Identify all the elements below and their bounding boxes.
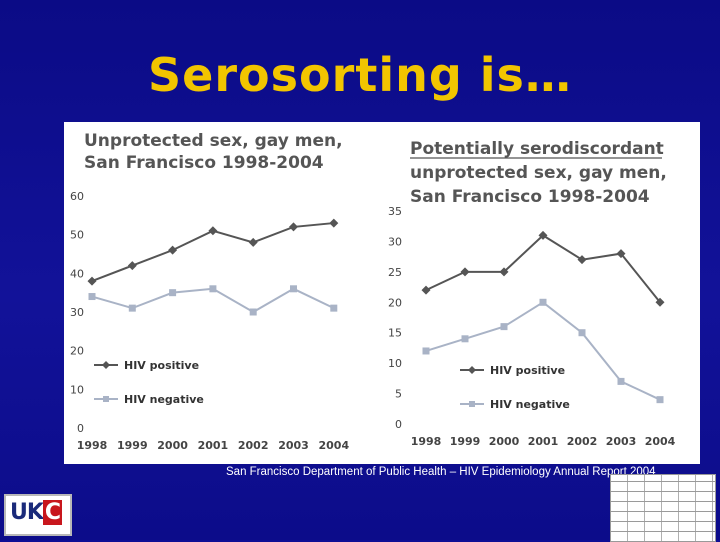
chart-title-line: unprotected sex, gay men, [410,163,667,183]
figure-panel: Unprotected sex, gay men, San Francisco 1… [64,122,700,464]
y-tick-label: 15 [388,327,402,340]
y-tick-label: 60 [70,190,84,203]
y-tick-label: 0 [77,422,84,435]
series-line [425,301,661,401]
y-tick-label: 40 [70,267,84,280]
x-tick-label: 1999 [450,435,481,448]
charts-svg: Unprotected sex, gay men,San Francisco 1… [70,131,676,452]
x-tick-label: 1999 [117,439,148,452]
x-tick-label: 2000 [489,435,520,448]
data-point-square [656,396,664,404]
data-point-diamond [87,276,97,286]
chart-1: Unprotected sex, gay men,San Francisco 1… [70,131,349,452]
data-point-diamond [499,267,509,277]
logo-accent-letter: C [42,500,63,525]
table-thumbnail [610,474,716,542]
chart-title-line: San Francisco 1998-2004 [84,153,324,173]
legend-marker-square [103,396,109,402]
y-tick-label: 30 [70,306,84,319]
data-point-diamond [208,226,218,236]
x-tick-label: 1998 [411,435,442,448]
y-tick-label: 20 [388,296,402,309]
data-point-square [290,285,297,293]
legend-label: HIV negative [124,393,204,406]
y-tick-label: 10 [70,383,84,396]
logo-mark: UKC [10,500,63,525]
chart-title-line: Potentially serodiscordant [410,139,664,159]
chart-title-line: Unprotected sex, gay men, [84,131,343,151]
chart-2: Potentially serodiscordant unprotected se… [388,139,676,448]
legend-label: HIV negative [490,398,570,411]
data-point-square [461,335,469,343]
data-point-square [128,304,136,312]
ukc-logo: UKC [4,494,72,536]
chart-title-line: San Francisco 1998-2004 [410,187,650,207]
data-point-diamond [248,237,258,247]
x-tick-label: 2003 [278,439,309,452]
x-tick-label: 1998 [77,439,108,452]
y-tick-label: 35 [388,205,402,218]
legend-marker-diamond [102,361,110,369]
y-tick-label: 0 [395,418,402,431]
y-tick-label: 50 [70,229,84,242]
data-point-diamond [168,245,178,255]
y-tick-label: 5 [395,388,402,401]
data-point-square [169,289,177,297]
legend-marker-diamond [468,366,476,374]
data-point-diamond [127,261,137,271]
data-point-diamond [289,222,298,232]
x-tick-label: 2004 [318,439,349,452]
data-point-diamond [329,218,339,228]
series-line [425,234,661,303]
legend-label: HIV positive [490,364,565,377]
data-point-square [500,323,508,331]
x-tick-label: 2002 [238,439,269,452]
legend-marker-square [469,401,475,407]
x-tick-label: 2001 [528,435,559,448]
data-point-square [88,293,96,301]
data-point-square [422,347,430,355]
data-point-square [617,377,625,385]
data-point-diamond [460,267,470,277]
y-tick-label: 30 [388,235,402,248]
x-tick-label: 2001 [198,439,229,452]
data-point-square [249,308,257,316]
y-tick-label: 10 [388,357,402,370]
y-tick-label: 25 [388,266,402,279]
x-tick-label: 2004 [645,435,676,448]
data-point-square [578,329,586,337]
data-point-diamond [421,285,431,295]
data-point-square [209,285,217,293]
x-tick-label: 2000 [157,439,188,452]
x-tick-label: 2002 [567,435,598,448]
logo-letters: UK [10,500,44,525]
source-caption: San Francisco Department of Public Healt… [226,466,656,478]
y-tick-label: 20 [70,345,84,358]
data-point-diamond [577,255,587,265]
data-point-square [539,298,547,306]
data-point-diamond [538,230,548,240]
data-point-diamond [655,297,665,307]
legend-label: HIV positive [124,359,199,372]
data-point-diamond [616,249,626,259]
x-tick-label: 2003 [606,435,637,448]
slide-title: Serosorting is… [148,48,572,102]
data-point-square [330,304,338,312]
